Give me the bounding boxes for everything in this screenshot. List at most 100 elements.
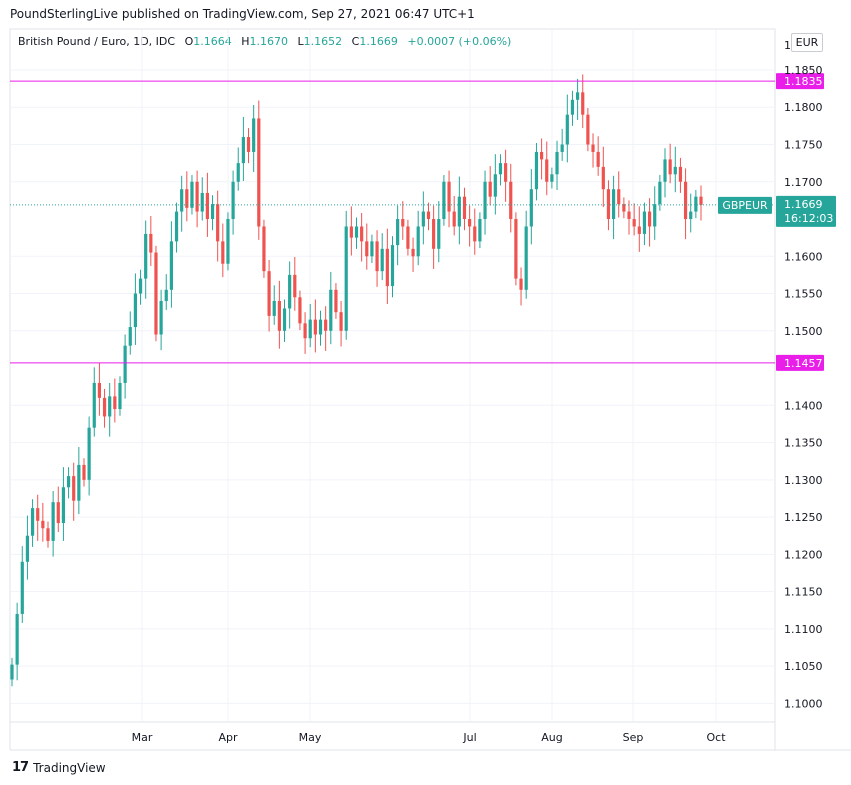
horizontal-levels[interactable]: 1.1835 1.1457	[10, 73, 824, 371]
candle	[329, 271, 333, 345]
candle	[339, 300, 343, 347]
candle	[293, 257, 297, 311]
candle	[442, 175, 446, 226]
candle	[128, 311, 132, 355]
candle-body	[200, 192, 204, 212]
candle	[25, 515, 30, 580]
candle-body	[56, 502, 60, 524]
level-price-tag-bg	[776, 354, 824, 371]
candle-body	[385, 248, 389, 287]
candle-body	[596, 151, 600, 167]
candle-body	[586, 114, 590, 145]
price-tick-label: 1.1800	[784, 101, 823, 114]
high-value: 1.1670	[249, 35, 289, 48]
candle	[108, 382, 112, 437]
candle	[421, 191, 425, 245]
candle	[267, 260, 271, 332]
candle-body	[272, 300, 276, 316]
candle	[678, 157, 683, 193]
candle	[56, 486, 60, 532]
candle-body	[457, 196, 461, 227]
candle-body	[174, 211, 179, 242]
candle	[653, 186, 657, 240]
time-tick-label: Apr	[218, 731, 238, 744]
candle-body	[128, 327, 132, 346]
candle	[102, 388, 107, 428]
time-axis[interactable]: Mar Apr May Jul Aug Sep Oct	[132, 731, 727, 744]
candle-body	[102, 397, 107, 417]
candle	[344, 210, 348, 340]
candle	[627, 200, 631, 235]
candle-body	[308, 319, 312, 339]
candle-body	[298, 297, 302, 324]
candle	[545, 141, 549, 196]
candle	[154, 245, 158, 342]
price-tick-label: 1.1200	[784, 548, 823, 561]
candle-body	[663, 159, 667, 182]
candle-body	[262, 226, 266, 272]
price-axis[interactable]: 1.1850 1.1800 1.1750 1.1700 1.1600 1.1550 1.15…	[784, 64, 823, 710]
candle	[550, 167, 554, 189]
price-tick-label: 1.1700	[784, 176, 823, 189]
candle	[658, 175, 662, 211]
candle-body	[447, 181, 451, 212]
candle-body	[647, 211, 652, 227]
candle-body	[293, 274, 297, 298]
candle-body	[488, 181, 492, 197]
price-tick-label: 1.1750	[784, 139, 823, 152]
time-tick-label: Oct	[706, 731, 726, 744]
candle	[534, 143, 539, 201]
candle	[540, 138, 544, 180]
candle-body	[653, 204, 657, 227]
candle-body	[82, 464, 86, 480]
candle-body	[313, 319, 317, 335]
currency-selector[interactable]: EUR	[791, 33, 823, 52]
candle	[493, 154, 497, 215]
level-price-tag-bg	[776, 73, 824, 90]
candle-body	[164, 289, 168, 301]
candle	[560, 128, 564, 161]
candle-body	[236, 163, 240, 182]
candle-body	[380, 248, 384, 272]
candle	[483, 170, 487, 235]
candle-body	[426, 211, 431, 220]
candle-body	[396, 219, 400, 246]
candle-body	[421, 211, 425, 227]
candle	[82, 458, 86, 487]
candle-body	[627, 211, 631, 220]
candle-body	[683, 181, 688, 220]
candle-body	[606, 189, 611, 220]
candle-body	[452, 211, 456, 227]
candle	[360, 213, 364, 262]
candle	[205, 172, 209, 237]
candle	[318, 310, 323, 346]
candle	[514, 212, 518, 286]
candle	[349, 206, 353, 256]
candle	[72, 462, 76, 521]
candle-body	[509, 181, 513, 220]
candle	[683, 168, 688, 240]
candle-body	[123, 345, 127, 383]
candle-body	[473, 226, 477, 242]
candle	[144, 220, 148, 299]
candle-body	[565, 114, 569, 145]
candle-body	[334, 289, 338, 313]
footer: 17 TradingView	[12, 760, 106, 775]
candle-body	[514, 219, 518, 279]
candle	[406, 219, 410, 256]
candlestick-series	[10, 74, 703, 687]
bar-countdown: 16:12:03	[784, 212, 833, 225]
candle-body	[303, 323, 307, 339]
candle	[396, 205, 400, 266]
candle-body	[498, 163, 503, 175]
candle	[611, 175, 616, 240]
candle-body	[288, 274, 292, 309]
candle	[61, 467, 66, 541]
candle	[462, 187, 467, 231]
candle-body	[108, 396, 112, 417]
brand-name[interactable]: TradingView	[33, 760, 106, 775]
candle-body	[401, 219, 405, 227]
time-tick-label: Mar	[132, 731, 153, 744]
candle	[637, 206, 641, 252]
